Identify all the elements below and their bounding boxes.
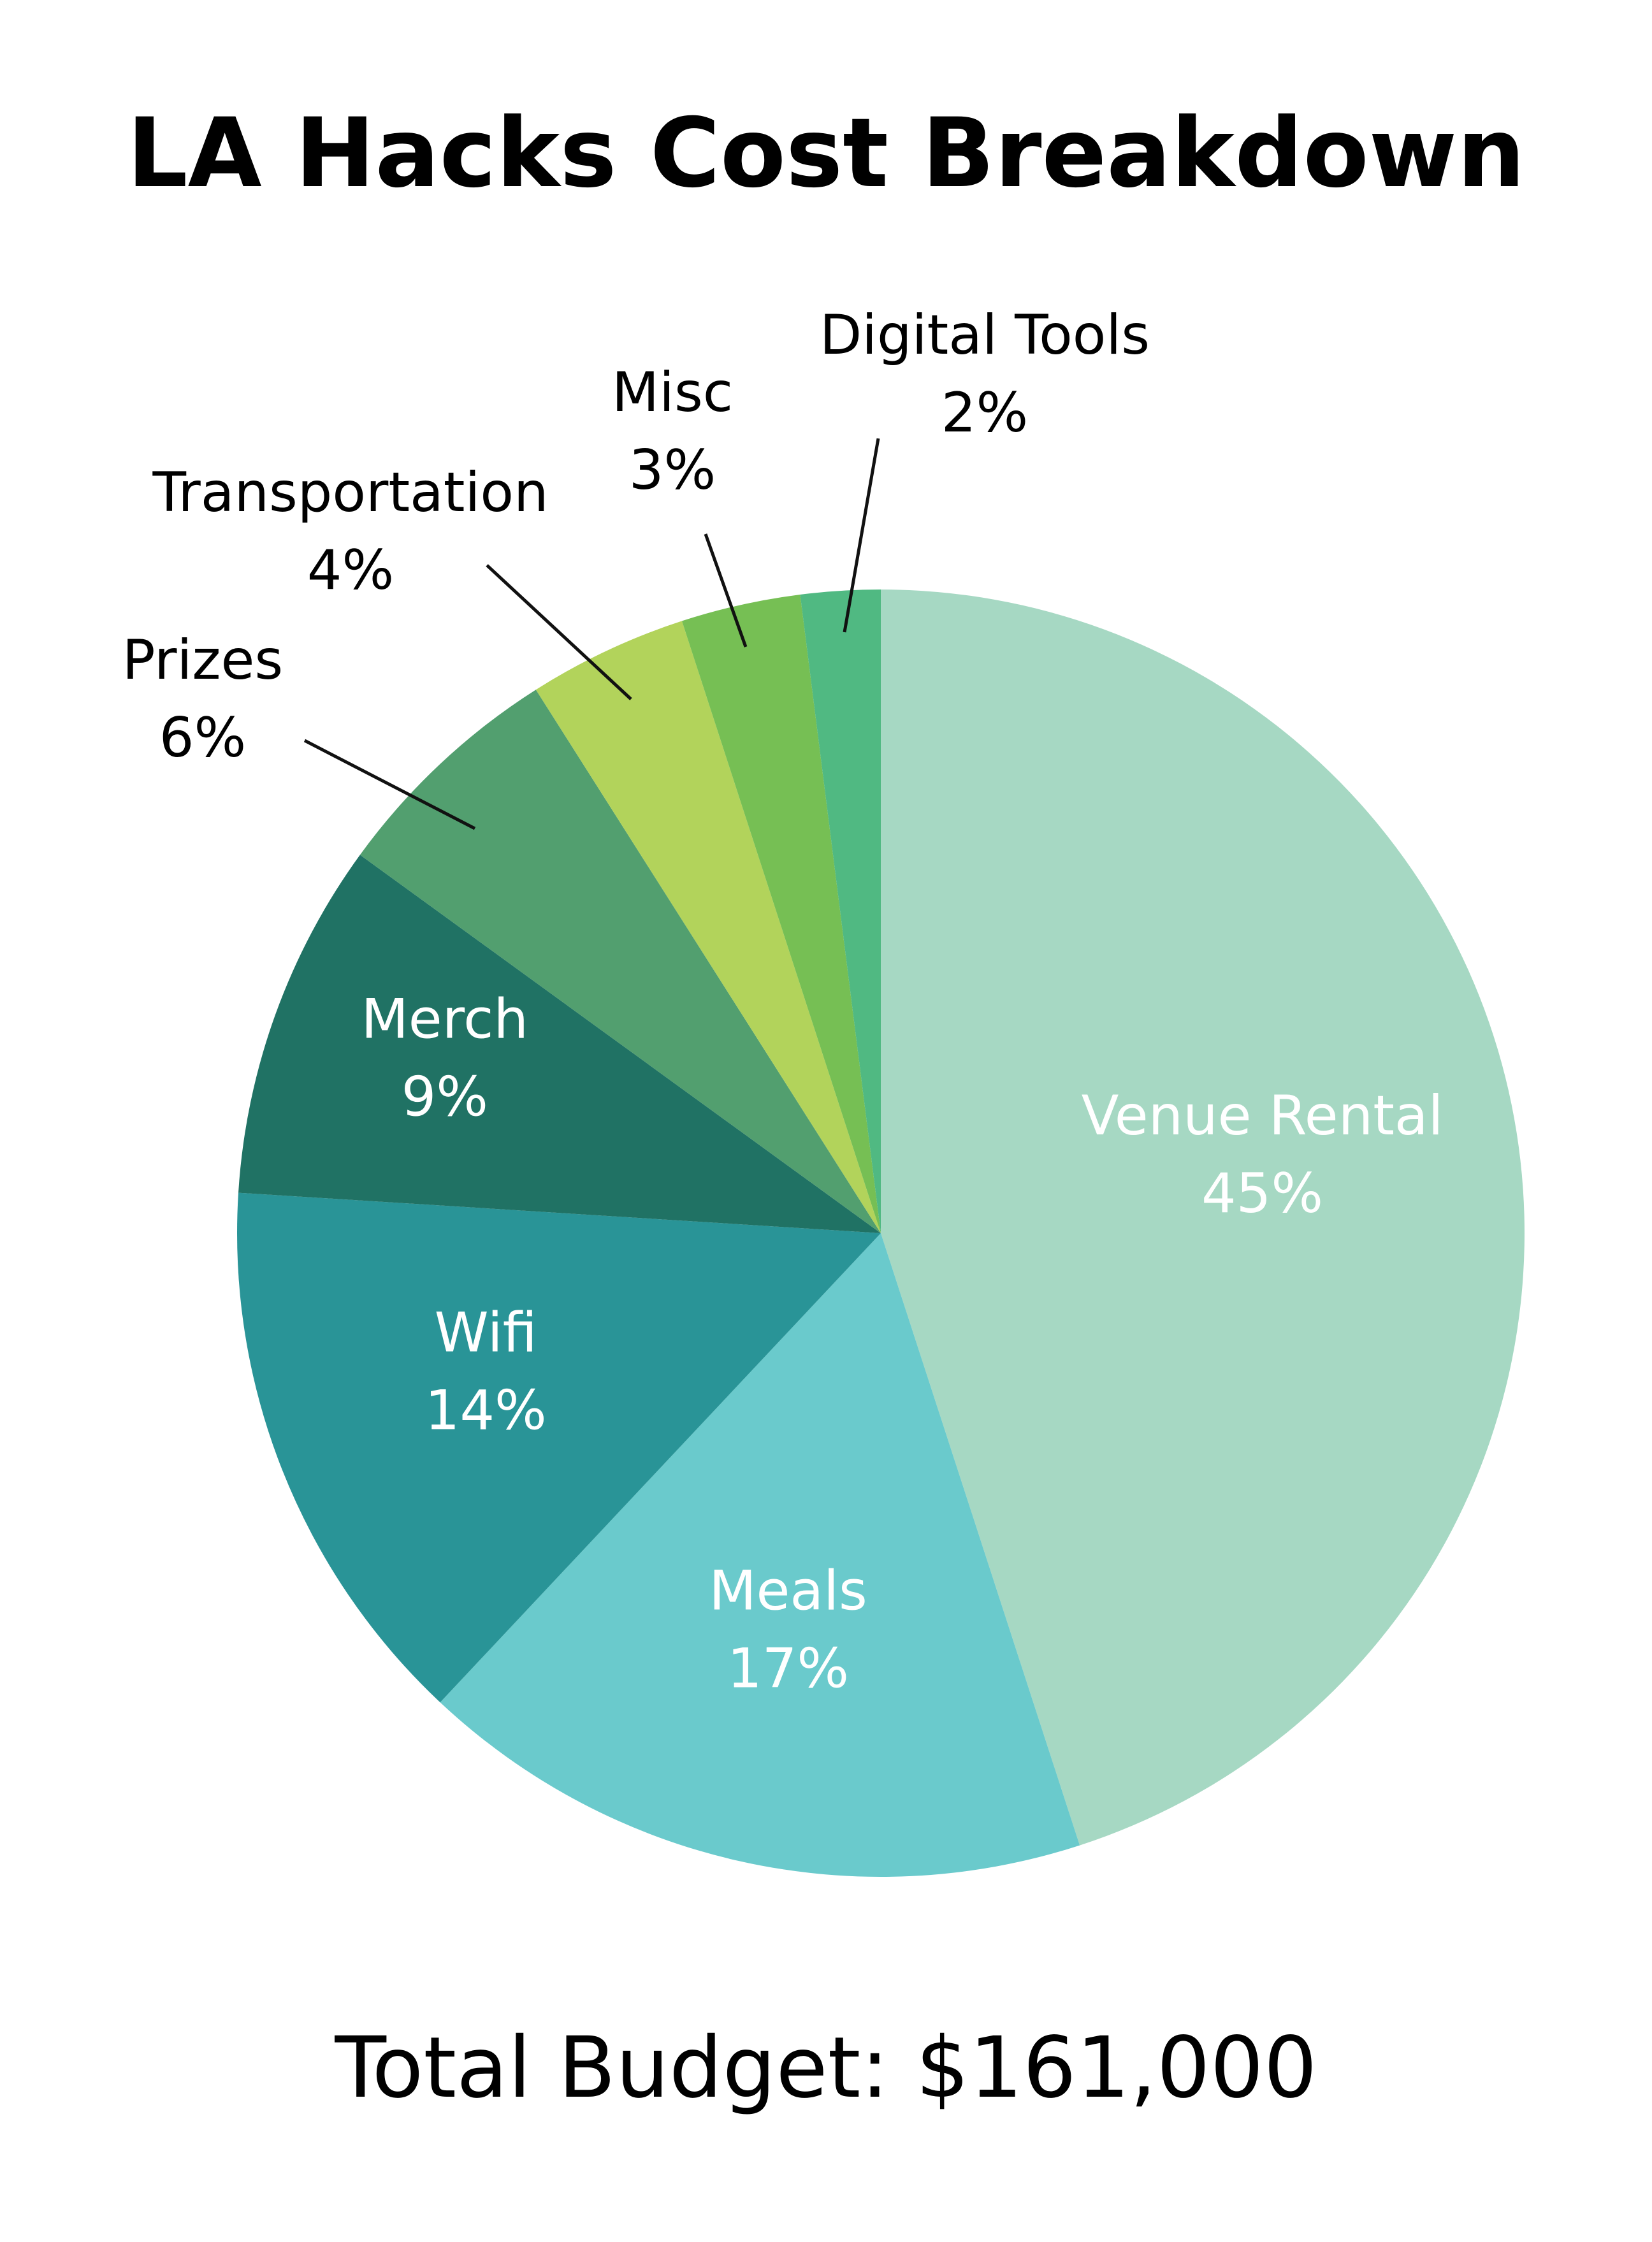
slice-value-meals: 17% bbox=[727, 1637, 849, 1701]
slice-label-wifi: Wifi bbox=[435, 1301, 537, 1364]
slice-label-merch: Merch bbox=[361, 988, 528, 1052]
slice-labels: Venue Rental 45% Meals 17% Wifi 14% Merch 9% Pri… bbox=[122, 303, 1444, 1701]
slice-venue-rental bbox=[881, 589, 1525, 1846]
slice-value-merch: 9% bbox=[402, 1066, 488, 1129]
slice-label-prizes: Prizes bbox=[122, 628, 283, 692]
slice-digital-tools bbox=[800, 589, 881, 1233]
slice-value-transportation: 4% bbox=[307, 539, 394, 602]
total-budget-label: Total Budget: $161,000 bbox=[334, 2019, 1317, 2117]
slice-transportation bbox=[535, 621, 881, 1233]
slice-merch bbox=[238, 855, 881, 1233]
slice-label-meals: Meals bbox=[709, 1559, 867, 1623]
slice-label-misc: Misc bbox=[612, 361, 733, 424]
slice-value-misc: 3% bbox=[629, 438, 716, 502]
slice-misc bbox=[681, 594, 881, 1233]
leader-line-digital-tools bbox=[843, 438, 880, 633]
slice-label-digital-tools: Digital Tools bbox=[820, 303, 1150, 367]
slice-label-transportation: Transportation bbox=[152, 461, 549, 524]
slice-value-digital-tools: 2% bbox=[941, 381, 1028, 445]
slice-meals bbox=[440, 1233, 1080, 1877]
leader-lines bbox=[303, 438, 880, 830]
leader-line-prizes bbox=[303, 739, 476, 830]
leader-line-transportation bbox=[486, 564, 632, 700]
slice-wifi bbox=[237, 1192, 881, 1703]
slice-value-prizes: 6% bbox=[159, 706, 246, 770]
slice-value-wifi: 14% bbox=[425, 1378, 547, 1442]
leader-line-misc bbox=[704, 533, 748, 647]
slice-value-venue-rental: 45% bbox=[1201, 1162, 1323, 1226]
slice-label-venue-rental: Venue Rental bbox=[1082, 1084, 1444, 1148]
slice-prizes bbox=[359, 690, 881, 1233]
pie-slices bbox=[237, 589, 1525, 1877]
chart-title: LA Hacks Cost Breakdown bbox=[127, 98, 1525, 209]
